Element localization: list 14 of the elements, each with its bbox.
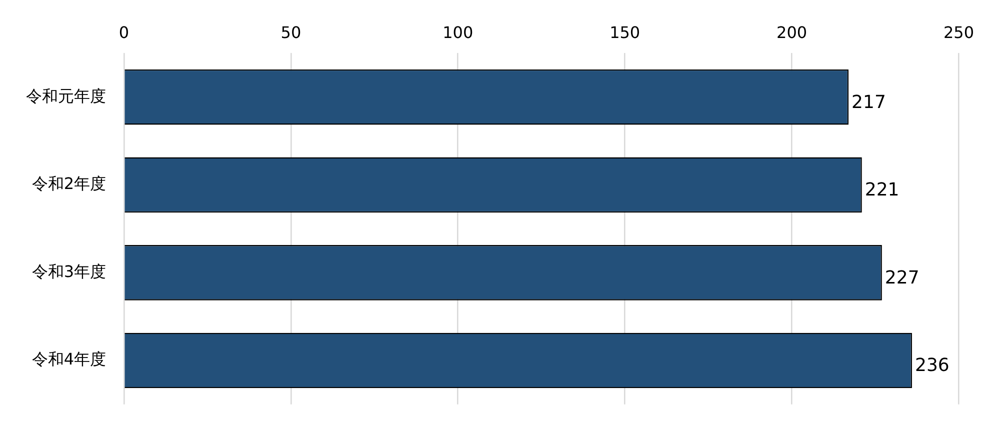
x-tick-label: 0	[118, 22, 130, 42]
x-tick-label: 100	[442, 22, 474, 42]
x-tick-label: 150	[610, 22, 640, 42]
data-label: 217	[852, 92, 886, 113]
x-tick-label: 50	[280, 22, 302, 42]
y-tick-label: 令和4年度	[32, 350, 106, 369]
y-tick-label: 令和3年度	[32, 262, 106, 281]
data-label: 227	[884, 267, 920, 288]
y-tick-label: 令和2年度	[32, 174, 106, 194]
x-tick-label: 200	[776, 22, 808, 42]
y-tick-label: 令和元年度	[26, 86, 106, 106]
data-label: 236	[914, 355, 950, 376]
x-tick-label: 250	[943, 22, 974, 42]
data-label: 221	[864, 180, 900, 201]
